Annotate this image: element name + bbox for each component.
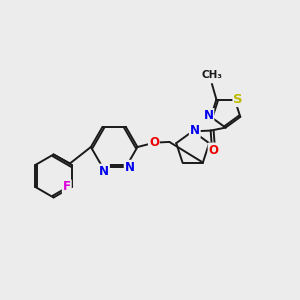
Text: N: N — [125, 161, 135, 174]
Text: N: N — [203, 109, 213, 122]
Text: O: O — [208, 143, 219, 157]
Text: S: S — [233, 93, 243, 106]
Text: CH₃: CH₃ — [201, 70, 222, 80]
Text: N: N — [99, 165, 109, 178]
Text: F: F — [63, 180, 71, 193]
Text: N: N — [190, 124, 200, 137]
Text: O: O — [149, 136, 159, 149]
